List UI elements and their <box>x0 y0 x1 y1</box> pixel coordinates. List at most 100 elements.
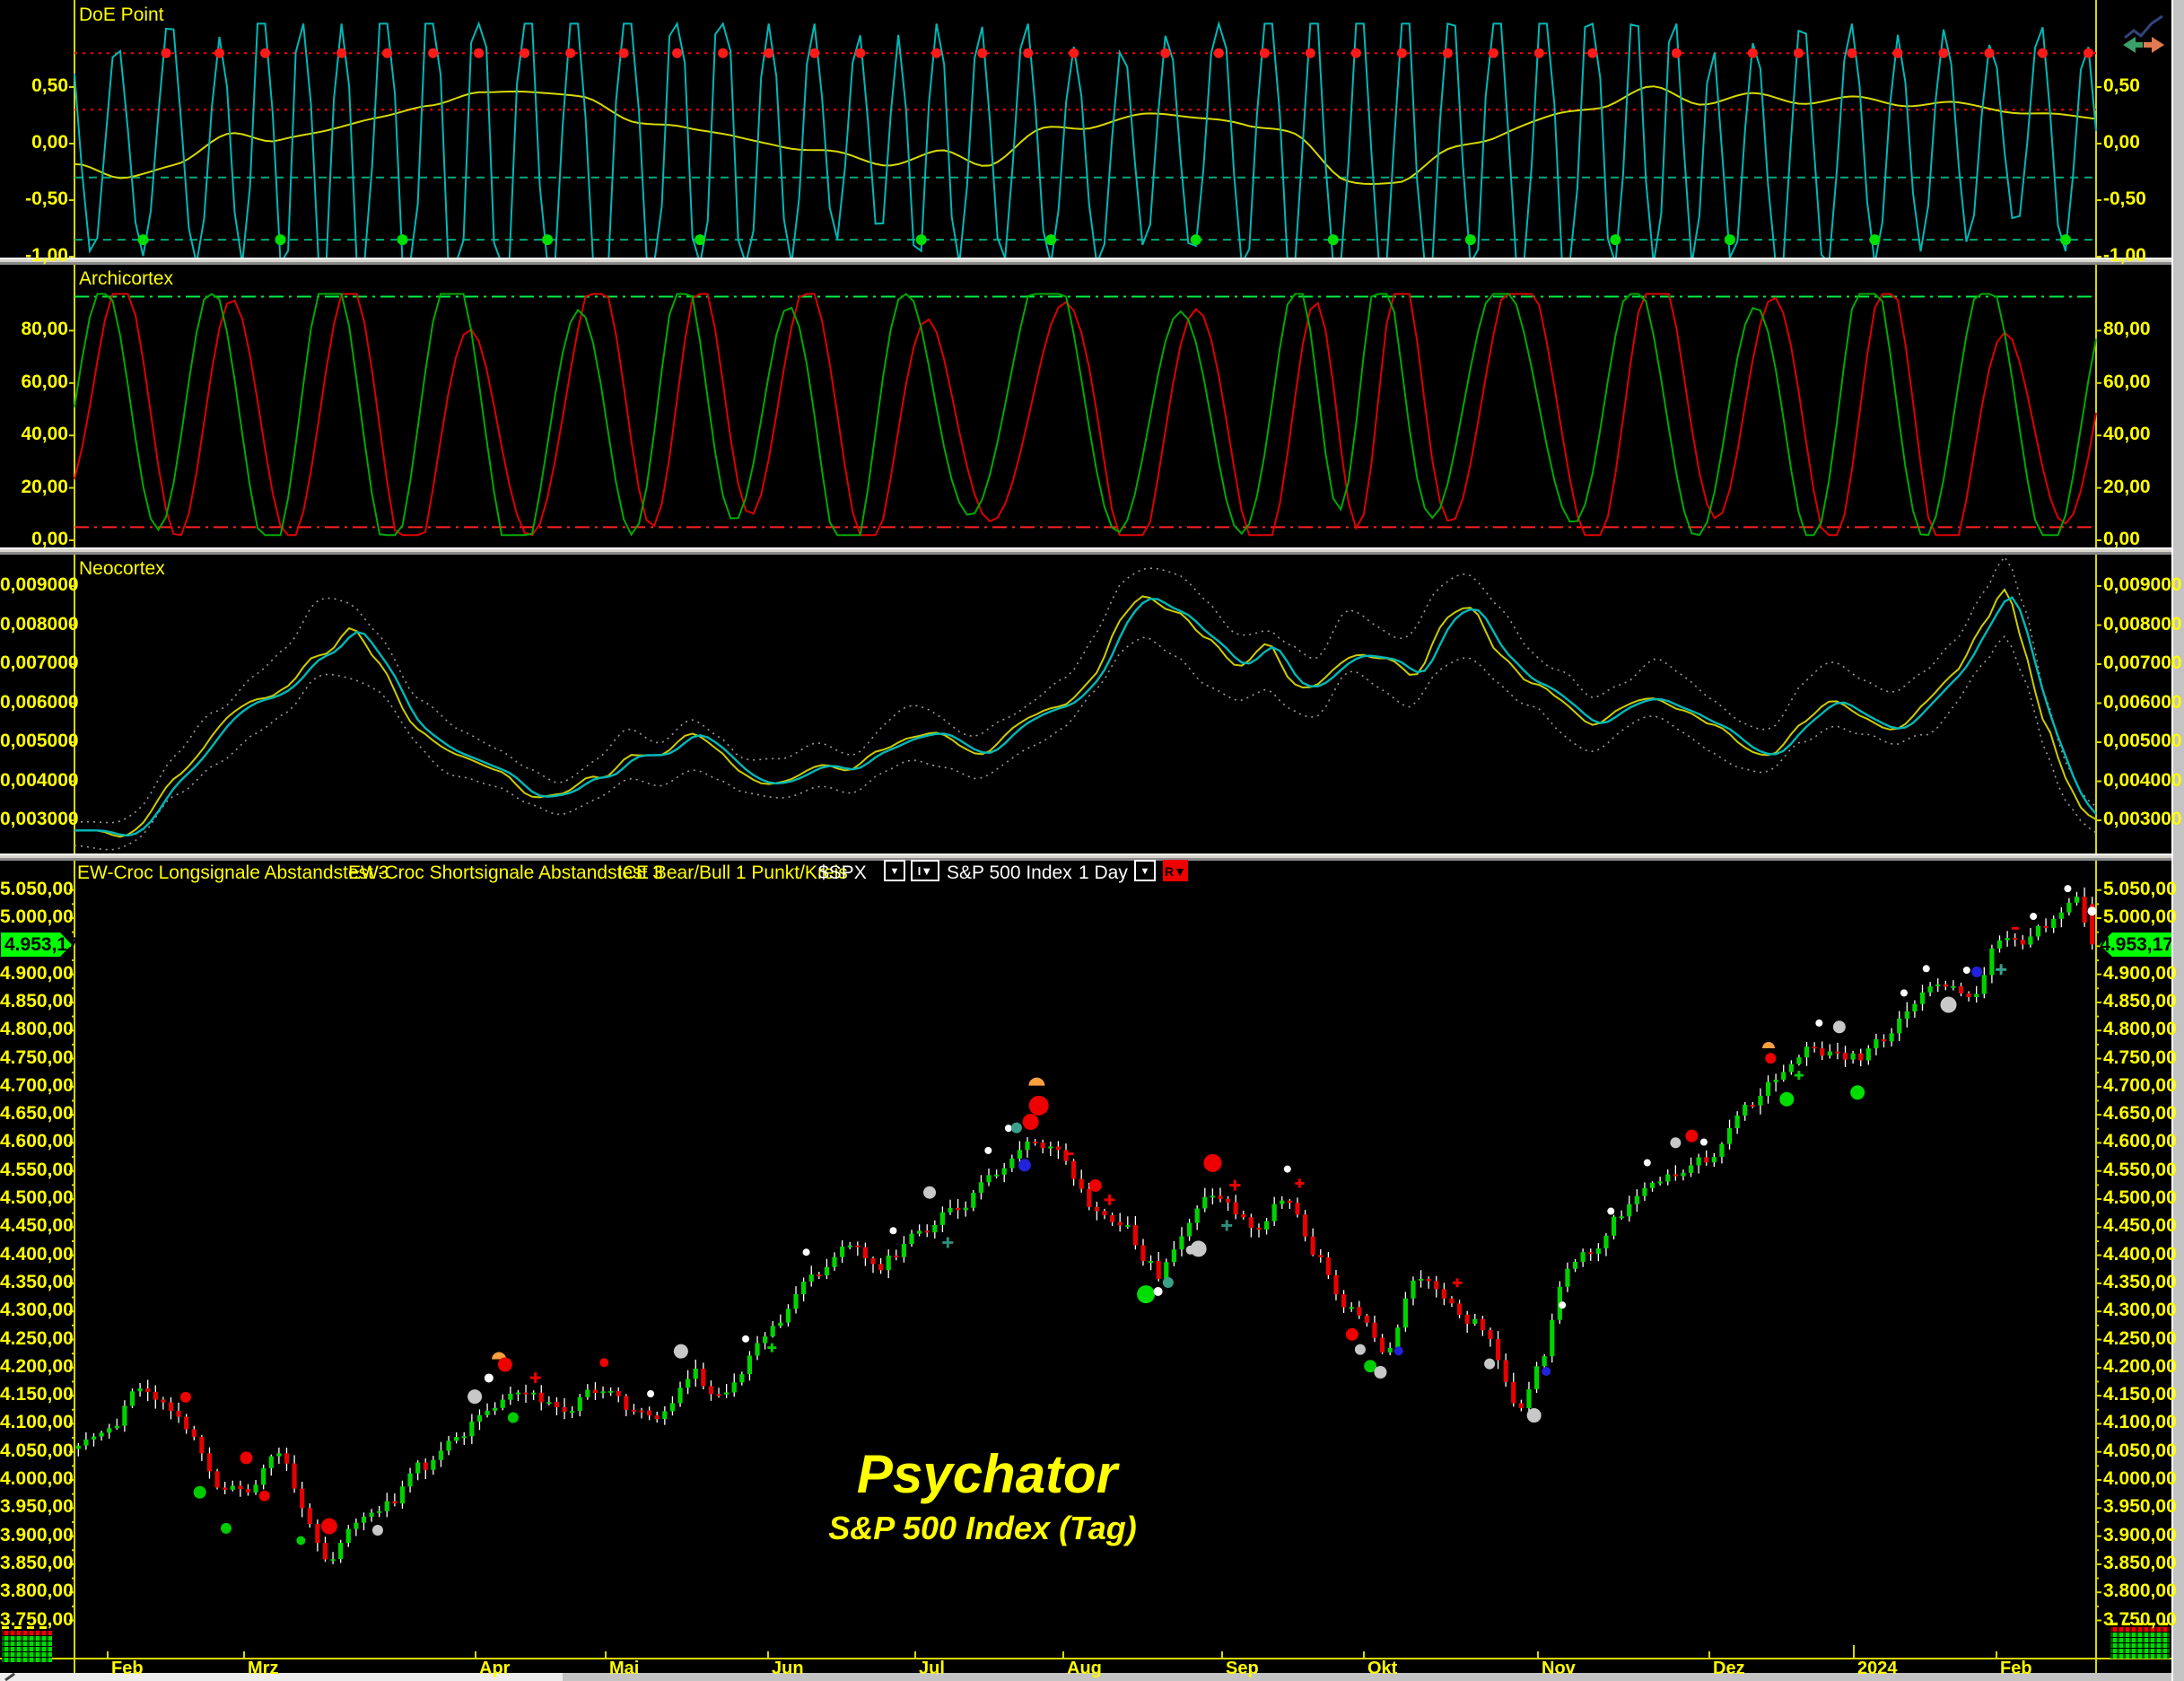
price-ytick-left: 4.100,00 <box>0 1412 74 1433</box>
price-ytick-left: 4.450,00 <box>0 1215 74 1237</box>
price-ytick-right: 3.750,00 <box>2103 1608 2177 1630</box>
month-label-nov: Nov <box>1542 1659 1576 1678</box>
month-label-dez: Dez <box>1713 1659 1745 1678</box>
price-ytick-right: 4.250,00 <box>2103 1327 2177 1349</box>
panel-separator-1[interactable] <box>0 258 2184 265</box>
neocortex-ytick-right: 0,005000 <box>2103 731 2182 751</box>
arrow-right-icon <box>2144 37 2164 53</box>
horizontal-scrollbar[interactable] <box>0 1673 2171 1681</box>
symbol-dropdown-button[interactable]: ▼ <box>884 860 905 881</box>
price-ytick-right: 4.450,00 <box>2103 1215 2177 1237</box>
indicator-label-long-signals[interactable]: EW-Croc Longsignale Abstandstest 3 <box>77 862 389 883</box>
price-panel[interactable] <box>0 861 2184 1673</box>
price-ytick-right: 4.800,00 <box>2103 1019 2177 1040</box>
archicortex-ytick-left: 20,00 <box>21 476 68 497</box>
doe-ytick-right: 0,50 <box>2103 75 2140 96</box>
neocortex-panel[interactable] <box>0 555 2184 854</box>
price-ytick-left: 5.050,00 <box>0 878 74 899</box>
realtime-button[interactable]: R▼ <box>1163 860 1188 881</box>
neocortex-ytick-left: 0,009000 <box>0 574 79 595</box>
price-ytick-right: 4.200,00 <box>2103 1355 2177 1377</box>
month-label-sep: Sep <box>1226 1659 1259 1678</box>
indicator-label-short-signals[interactable]: EW-Croc Shortsignale Abstandstest 3 <box>348 862 663 883</box>
interval-dropdown-button[interactable]: I▼ <box>911 860 939 881</box>
doe-point-panel[interactable] <box>0 0 2184 258</box>
price-ytick-right: 4.350,00 <box>2103 1271 2177 1292</box>
price-ytick-left: 4.650,00 <box>0 1103 74 1125</box>
price-ytick-right: 4.650,00 <box>2103 1103 2177 1125</box>
price-ytick-right: 4.750,00 <box>2103 1046 2177 1068</box>
price-ytick-left: 4.200,00 <box>0 1355 74 1377</box>
neocortex-ytick-left: 0,004000 <box>0 769 79 791</box>
neocortex-ytick-right: 0,006000 <box>2103 691 2182 713</box>
vertical-scrollbar[interactable] <box>2171 0 2184 1681</box>
price-ytick-left: 4.800,00 <box>0 1019 74 1040</box>
price-ytick-right: 4.700,00 <box>2103 1074 2177 1096</box>
price-ytick-right: 4.150,00 <box>2103 1384 2177 1405</box>
price-ytick-right: 3.850,00 <box>2103 1552 2177 1573</box>
price-ytick-right: 4.100,00 <box>2103 1412 2177 1433</box>
price-ytick-left: 5.000,00 <box>0 906 74 927</box>
price-ytick-left: 3.850,00 <box>0 1552 74 1573</box>
archicortex-ytick-left: 40,00 <box>21 424 68 445</box>
month-label-mai: Mai <box>609 1659 640 1678</box>
price-ytick-right: 4.400,00 <box>2103 1243 2177 1265</box>
watermark-title: Psychator <box>856 1444 1118 1504</box>
price-ytick-left: 4.400,00 <box>0 1243 74 1265</box>
price-ytick-left: 3.950,00 <box>0 1496 74 1518</box>
price-ytick-left: 4.000,00 <box>0 1468 74 1489</box>
doe-ytick-left: 0,50 <box>31 75 68 96</box>
price-ytick-right: 4.000,00 <box>2103 1468 2177 1489</box>
price-ytick-right: 4.550,00 <box>2103 1159 2177 1180</box>
neocortex-ytick-right: 0,004000 <box>2103 769 2182 791</box>
price-ytick-right: 5.050,00 <box>2103 878 2177 899</box>
neocortex-ytick-left: 0,003000 <box>0 809 79 829</box>
month-label-feb: Feb <box>2000 1659 2032 1678</box>
month-label-jul: Jul <box>919 1659 945 1678</box>
last-price-tag-right-shape <box>2100 932 2173 957</box>
neocortex-ytick-left: 0,006000 <box>0 691 79 713</box>
price-ytick-right: 4.300,00 <box>2103 1300 2177 1321</box>
archicortex-panel[interactable] <box>0 265 2184 547</box>
pointer-mode-icon[interactable] <box>2121 13 2168 54</box>
price-ytick-left: 4.850,00 <box>0 990 74 1011</box>
price-ytick-left: 3.800,00 <box>0 1580 74 1602</box>
doe-ytick-right: 0,00 <box>2103 132 2140 153</box>
price-ytick-right: 3.950,00 <box>2103 1496 2177 1518</box>
price-ytick-left: 4.500,00 <box>0 1187 74 1208</box>
price-ytick-left: 4.700,00 <box>0 1074 74 1096</box>
indicator-label-ice-bearbull[interactable]: ICE Bear/Bull 1 Punkt/Kreis <box>617 862 848 883</box>
panel-separator-2[interactable] <box>0 547 2184 555</box>
archicortex-ytick-right: 20,00 <box>2103 476 2151 497</box>
archicortex-ytick-right: 40,00 <box>2103 424 2151 445</box>
stats-mini-table-left <box>2 1626 52 1664</box>
price-ytick-left: 4.250,00 <box>0 1327 74 1349</box>
month-label-aug: Aug <box>1067 1659 1102 1678</box>
price-ytick-right: 4.850,00 <box>2103 990 2177 1011</box>
panel-title-archicortex: Archicortex <box>79 268 174 289</box>
price-ytick-left: 3.750,00 <box>0 1608 74 1630</box>
period-dropdown-button[interactable]: ▼ <box>1134 860 1156 881</box>
watermark-subtitle: S&P 500 Index (Tag) <box>828 1510 1137 1546</box>
arrow-left-icon <box>2123 37 2143 53</box>
horizontal-scrollbar-thumb[interactable] <box>0 1673 563 1681</box>
archicortex-ytick-left: 60,00 <box>21 371 68 392</box>
archicortex-ytick-left: 80,00 <box>21 319 68 340</box>
month-label-mrz: Mrz <box>248 1659 279 1678</box>
last-price-tag-right: 4.953,17 <box>2100 932 2173 957</box>
neocortex-ytick-left: 0,008000 <box>0 613 79 635</box>
doe-ytick-left: -0,50 <box>25 188 68 209</box>
doe-ytick-right: -0,50 <box>2103 188 2146 209</box>
stats-mini-table-right <box>2110 1623 2170 1664</box>
panel-separator-3[interactable] <box>0 854 2184 861</box>
price-ytick-right: 4.500,00 <box>2103 1187 2177 1208</box>
period-label: 1 Day <box>1079 862 1128 883</box>
month-label-okt: Okt <box>1367 1659 1398 1678</box>
price-ytick-left: 4.900,00 <box>0 962 74 984</box>
symbol-label[interactable]: $SPX <box>818 862 867 883</box>
price-ytick-left: 4.600,00 <box>0 1131 74 1152</box>
neocortex-ytick-left: 0,007000 <box>0 652 79 673</box>
price-ytick-right: 5.000,00 <box>2103 906 2177 927</box>
price-ytick-left: 4.350,00 <box>0 1271 74 1292</box>
archicortex-ytick-right: 0,00 <box>2103 529 2140 549</box>
